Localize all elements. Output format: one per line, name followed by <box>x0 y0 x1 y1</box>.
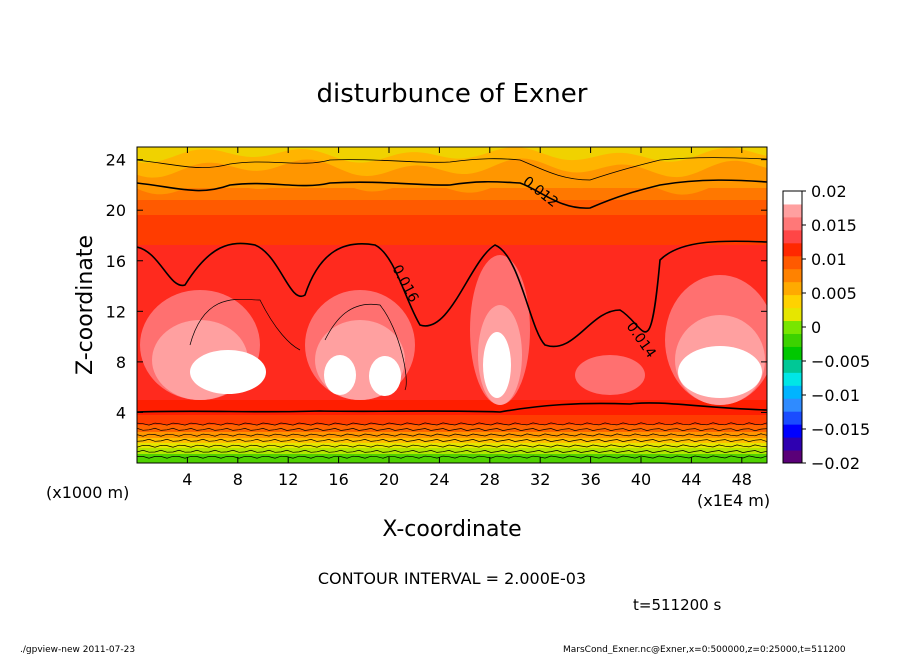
contour-line <box>189 298 407 391</box>
y-tick-label: 16 <box>106 252 126 271</box>
fill-region <box>678 346 762 398</box>
y-tick-label: 20 <box>106 201 126 220</box>
x-tick-label: 48 <box>732 470 752 489</box>
contour-line <box>137 240 767 348</box>
x-tick-label: 32 <box>530 470 550 489</box>
x-tick-label: 4 <box>182 470 192 489</box>
contour-lines <box>137 157 767 459</box>
y-tick-label: 4 <box>116 403 126 422</box>
fill-band <box>137 448 767 454</box>
contour-line <box>137 438 767 442</box>
colorbar-swatch <box>783 191 802 205</box>
colorbar-tick-label: 0.02 <box>811 182 847 201</box>
colorbar-tick-label: −0.005 <box>811 352 870 371</box>
colorbar-swatch <box>783 372 802 386</box>
fill-band <box>137 454 767 463</box>
x-unit-label: (x1000 m) <box>46 483 129 502</box>
colorbar-swatch <box>783 216 802 231</box>
colorbar-swatch <box>783 411 802 425</box>
fill-band <box>137 200 767 215</box>
x-tick-label: 36 <box>580 470 600 489</box>
contour-line <box>137 427 767 432</box>
contour-interval: CONTOUR INTERVAL = 2.000E-03 <box>318 569 586 588</box>
fill-band <box>137 147 767 178</box>
colorbar-tick-label: 0 <box>811 318 821 337</box>
contour-line <box>137 179 767 209</box>
colorbar-tick-label: −0.015 <box>811 420 870 439</box>
fill-band <box>137 438 767 443</box>
x-tick-label: 16 <box>328 470 348 489</box>
y-axis-label: Z-coordinate <box>73 235 98 375</box>
contour-line <box>137 157 767 181</box>
x-scale-label: (x1E4 m) <box>697 491 770 510</box>
footer-left: ./gpview-new 2011-07-23 <box>20 645 135 654</box>
fill-band <box>137 415 767 425</box>
colorbar-swatch <box>783 320 802 334</box>
contour-line <box>137 455 767 459</box>
chart-title: disturbunce of Exner <box>317 79 588 109</box>
fill-band <box>137 400 767 415</box>
colorbar-swatch <box>783 255 802 270</box>
footer-right: MarsCond_Exner.nc@Exner,x=0:500000,z=0:2… <box>563 645 846 654</box>
x-ticks: 4 8 12 16 20 24 28 32 36 40 44 48 <box>182 147 752 489</box>
colorbar-swatch <box>783 203 802 218</box>
plot-frame <box>136 146 768 464</box>
fill-region <box>575 355 645 395</box>
colorbar-swatch <box>783 229 802 244</box>
colorbar-swatch <box>783 281 802 296</box>
fill-region <box>190 350 266 394</box>
time-stamp: t=511200 s <box>633 596 721 614</box>
x-tick-label: 44 <box>681 470 701 489</box>
contour-line <box>137 444 767 448</box>
colorbar-swatch <box>783 450 802 464</box>
x-tick-label: 8 <box>233 470 243 489</box>
colorbar-swatch <box>783 359 802 373</box>
y-tick-label: 24 <box>106 151 126 170</box>
x-tick-label: 24 <box>429 470 449 489</box>
colorbar-swatch <box>783 437 802 451</box>
contour-line <box>137 449 767 453</box>
fill-region <box>369 356 401 396</box>
colorbar-tick-label: −0.02 <box>811 454 860 473</box>
fill-band <box>137 147 767 163</box>
contour-fills <box>137 147 767 463</box>
colorbar-swatch <box>783 242 802 257</box>
colorbar-swatch <box>783 307 802 322</box>
colorbar-swatch <box>783 385 802 399</box>
colorbar-tick-label: 0.005 <box>811 284 857 303</box>
colorbar-swatch <box>783 346 802 360</box>
y-tick-label: 8 <box>116 353 126 372</box>
fill-band <box>137 425 767 432</box>
x-tick-label: 40 <box>631 470 651 489</box>
colorbar-swatch <box>783 294 802 309</box>
colorbar-tick-label: −0.01 <box>811 386 860 405</box>
fill-band <box>137 215 767 245</box>
contour-line <box>137 422 767 426</box>
colorbar: 0.02 0.015 0.01 0.005 0 −0.005 −0.01 −0.015 −0.0… <box>782 182 870 473</box>
x-tick-label: 12 <box>278 470 298 489</box>
colorbar-tick-label: 0.01 <box>811 250 847 269</box>
y-tick-label: 12 <box>106 302 126 321</box>
colorbar-swatch <box>783 268 802 283</box>
colorbar-swatch <box>783 333 802 347</box>
contour-line <box>137 402 767 413</box>
x-axis-label: X-coordinate <box>382 517 521 542</box>
x-tick-label: 20 <box>379 470 399 489</box>
fill-region <box>324 355 356 395</box>
fill-band <box>137 188 767 200</box>
x-tick-label: 28 <box>480 470 500 489</box>
fill-region <box>483 332 511 398</box>
colorbar-swatch <box>783 424 802 438</box>
contour-line <box>137 433 767 437</box>
colorbar-tick-label: 0.015 <box>811 216 857 235</box>
y-ticks: 4 8 12 16 20 24 <box>106 151 767 422</box>
colorbar-swatch <box>783 398 802 412</box>
